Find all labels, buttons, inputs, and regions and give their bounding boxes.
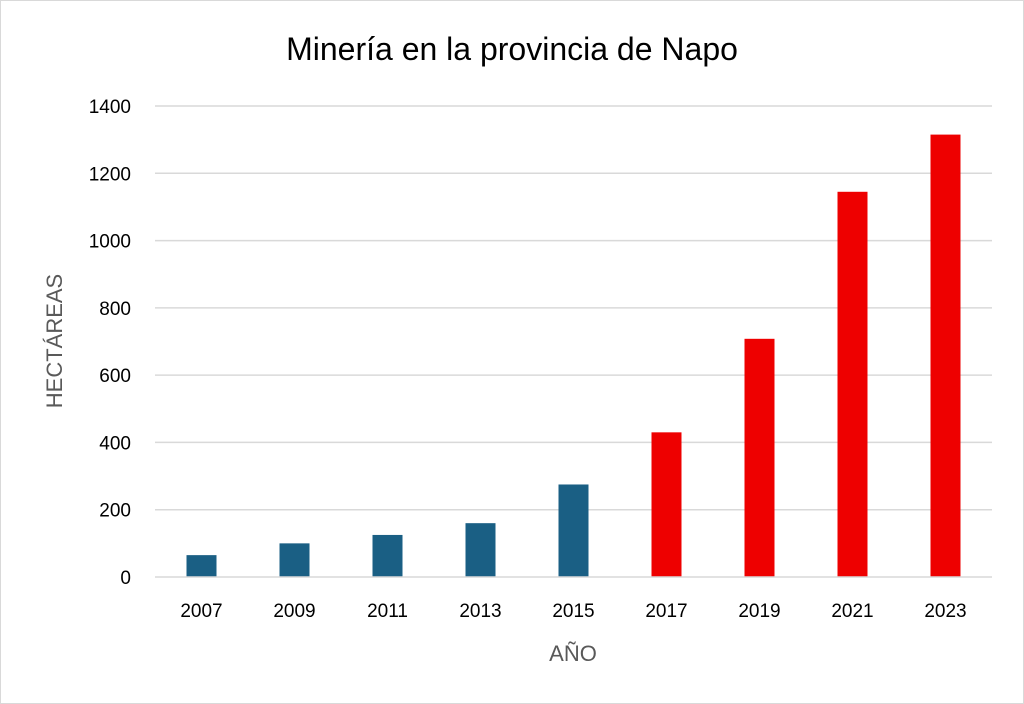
bar-2021 xyxy=(837,191,868,577)
y-tick-label: 1000 xyxy=(89,232,131,253)
bar-2007 xyxy=(186,555,217,577)
y-tick-label: 800 xyxy=(99,299,131,320)
y-tick-label: 400 xyxy=(99,433,131,454)
y-tick-label: 1200 xyxy=(89,164,131,185)
bar-2017 xyxy=(651,432,682,577)
bar-2009 xyxy=(279,543,310,577)
y-tick-label: 600 xyxy=(99,366,131,387)
chart-title: Minería en la provincia de Napo xyxy=(286,31,738,67)
bar-2013 xyxy=(465,523,496,577)
x-tick-label: 2021 xyxy=(831,601,873,622)
x-axis-ticks: 2007 2009 2011 2013 2015 2017 2019 2021 2023 xyxy=(180,601,966,622)
y-axis-ticks: 0 200 400 600 800 1000 1200 1400 xyxy=(89,97,131,589)
y-tick-label: 0 xyxy=(120,568,131,589)
bars xyxy=(186,134,961,577)
bar-2015 xyxy=(558,484,589,577)
y-tick-label: 1400 xyxy=(89,97,131,118)
x-axis-title: AÑO xyxy=(549,641,597,666)
y-axis-title: HECTÁREAS xyxy=(42,274,67,408)
x-tick-label: 2007 xyxy=(180,601,222,622)
bar-2011 xyxy=(372,534,403,577)
x-tick-label: 2013 xyxy=(459,601,501,622)
bar-2019 xyxy=(744,338,775,577)
x-tick-label: 2009 xyxy=(273,601,315,622)
x-tick-label: 2017 xyxy=(645,601,687,622)
bar-2023 xyxy=(930,134,961,577)
x-tick-label: 2015 xyxy=(552,601,594,622)
x-tick-label: 2011 xyxy=(367,601,408,622)
y-tick-label: 200 xyxy=(99,501,131,522)
x-tick-label: 2023 xyxy=(924,601,966,622)
x-tick-label: 2019 xyxy=(738,601,780,622)
